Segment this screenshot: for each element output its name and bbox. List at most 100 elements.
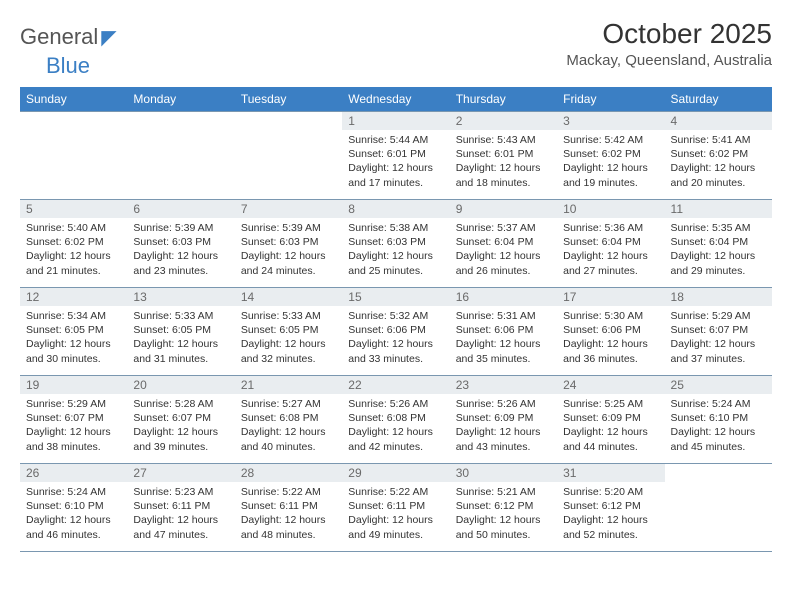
sunset-text: Sunset: 6:04 PM <box>563 235 658 249</box>
daylight-text-2: and 21 minutes. <box>26 264 121 278</box>
day-details: Sunrise: 5:38 AMSunset: 6:03 PMDaylight:… <box>342 218 449 282</box>
day-number: 23 <box>450 376 557 394</box>
day-number: 13 <box>127 288 234 306</box>
daylight-text-1: Daylight: 12 hours <box>26 425 121 439</box>
calendar-cell: 22Sunrise: 5:26 AMSunset: 6:08 PMDayligh… <box>342 376 449 464</box>
weekday-header: Sunday <box>20 87 127 112</box>
weekday-header: Thursday <box>450 87 557 112</box>
day-details: Sunrise: 5:20 AMSunset: 6:12 PMDaylight:… <box>557 482 664 546</box>
day-number: 9 <box>450 200 557 218</box>
sunset-text: Sunset: 6:05 PM <box>26 323 121 337</box>
daylight-text-2: and 44 minutes. <box>563 440 658 454</box>
sunset-text: Sunset: 6:09 PM <box>563 411 658 425</box>
day-details: Sunrise: 5:26 AMSunset: 6:09 PMDaylight:… <box>450 394 557 458</box>
daylight-text-2: and 49 minutes. <box>348 528 443 542</box>
day-number: 22 <box>342 376 449 394</box>
daylight-text-1: Daylight: 12 hours <box>348 425 443 439</box>
sunset-text: Sunset: 6:11 PM <box>348 499 443 513</box>
calendar-cell: .. <box>127 112 234 200</box>
day-details: Sunrise: 5:40 AMSunset: 6:02 PMDaylight:… <box>20 218 127 282</box>
calendar-cell: 30Sunrise: 5:21 AMSunset: 6:12 PMDayligh… <box>450 464 557 552</box>
sunrise-text: Sunrise: 5:34 AM <box>26 309 121 323</box>
sunset-text: Sunset: 6:07 PM <box>133 411 228 425</box>
day-number: 20 <box>127 376 234 394</box>
sunrise-text: Sunrise: 5:35 AM <box>671 221 766 235</box>
day-number: 11 <box>665 200 772 218</box>
daylight-text-1: Daylight: 12 hours <box>133 337 228 351</box>
day-details: Sunrise: 5:33 AMSunset: 6:05 PMDaylight:… <box>235 306 342 370</box>
daylight-text-1: Daylight: 12 hours <box>563 425 658 439</box>
sunset-text: Sunset: 6:11 PM <box>241 499 336 513</box>
calendar-cell: .. <box>20 112 127 200</box>
day-number: 18 <box>665 288 772 306</box>
calendar-week-row: 26Sunrise: 5:24 AMSunset: 6:10 PMDayligh… <box>20 464 772 552</box>
sunrise-text: Sunrise: 5:38 AM <box>348 221 443 235</box>
sunset-text: Sunset: 6:02 PM <box>26 235 121 249</box>
daylight-text-2: and 48 minutes. <box>241 528 336 542</box>
sunset-text: Sunset: 6:05 PM <box>133 323 228 337</box>
calendar-cell: 20Sunrise: 5:28 AMSunset: 6:07 PMDayligh… <box>127 376 234 464</box>
daylight-text-2: and 52 minutes. <box>563 528 658 542</box>
daylight-text-2: and 47 minutes. <box>133 528 228 542</box>
day-details: Sunrise: 5:28 AMSunset: 6:07 PMDaylight:… <box>127 394 234 458</box>
day-details: Sunrise: 5:42 AMSunset: 6:02 PMDaylight:… <box>557 130 664 194</box>
daylight-text-1: Daylight: 12 hours <box>563 249 658 263</box>
daylight-text-1: Daylight: 12 hours <box>133 425 228 439</box>
calendar-body: ......1Sunrise: 5:44 AMSunset: 6:01 PMDa… <box>20 112 772 552</box>
day-number: 1 <box>342 112 449 130</box>
daylight-text-1: Daylight: 12 hours <box>241 425 336 439</box>
calendar-week-row: 19Sunrise: 5:29 AMSunset: 6:07 PMDayligh… <box>20 376 772 464</box>
calendar-cell: 18Sunrise: 5:29 AMSunset: 6:07 PMDayligh… <box>665 288 772 376</box>
daylight-text-2: and 35 minutes. <box>456 352 551 366</box>
daylight-text-2: and 29 minutes. <box>671 264 766 278</box>
sunrise-text: Sunrise: 5:26 AM <box>348 397 443 411</box>
sunset-text: Sunset: 6:07 PM <box>671 323 766 337</box>
sunrise-text: Sunrise: 5:26 AM <box>456 397 551 411</box>
daylight-text-2: and 20 minutes. <box>671 176 766 190</box>
calendar-cell: 24Sunrise: 5:25 AMSunset: 6:09 PMDayligh… <box>557 376 664 464</box>
day-details: Sunrise: 5:32 AMSunset: 6:06 PMDaylight:… <box>342 306 449 370</box>
daylight-text-2: and 40 minutes. <box>241 440 336 454</box>
day-details: Sunrise: 5:24 AMSunset: 6:10 PMDaylight:… <box>665 394 772 458</box>
sunset-text: Sunset: 6:03 PM <box>133 235 228 249</box>
day-number: 24 <box>557 376 664 394</box>
day-number: 31 <box>557 464 664 482</box>
daylight-text-2: and 46 minutes. <box>26 528 121 542</box>
calendar-cell: 11Sunrise: 5:35 AMSunset: 6:04 PMDayligh… <box>665 200 772 288</box>
sunrise-text: Sunrise: 5:22 AM <box>241 485 336 499</box>
daylight-text-1: Daylight: 12 hours <box>671 249 766 263</box>
logo-mark-icon: ◤ <box>101 25 116 50</box>
calendar-cell: 23Sunrise: 5:26 AMSunset: 6:09 PMDayligh… <box>450 376 557 464</box>
sunset-text: Sunset: 6:12 PM <box>456 499 551 513</box>
day-number: 27 <box>127 464 234 482</box>
calendar-cell: 12Sunrise: 5:34 AMSunset: 6:05 PMDayligh… <box>20 288 127 376</box>
daylight-text-2: and 45 minutes. <box>671 440 766 454</box>
day-number: 6 <box>127 200 234 218</box>
sunset-text: Sunset: 6:06 PM <box>348 323 443 337</box>
daylight-text-1: Daylight: 12 hours <box>456 425 551 439</box>
calendar-cell: 16Sunrise: 5:31 AMSunset: 6:06 PMDayligh… <box>450 288 557 376</box>
daylight-text-2: and 50 minutes. <box>456 528 551 542</box>
day-details: Sunrise: 5:22 AMSunset: 6:11 PMDaylight:… <box>342 482 449 546</box>
sunrise-text: Sunrise: 5:23 AM <box>133 485 228 499</box>
day-number: 21 <box>235 376 342 394</box>
day-details: Sunrise: 5:44 AMSunset: 6:01 PMDaylight:… <box>342 130 449 194</box>
daylight-text-1: Daylight: 12 hours <box>456 337 551 351</box>
logo: General◤ <box>20 18 119 50</box>
sunrise-text: Sunrise: 5:28 AM <box>133 397 228 411</box>
sunrise-text: Sunrise: 5:33 AM <box>241 309 336 323</box>
day-number: 26 <box>20 464 127 482</box>
sunrise-text: Sunrise: 5:36 AM <box>563 221 658 235</box>
daylight-text-2: and 25 minutes. <box>348 264 443 278</box>
day-number: 7 <box>235 200 342 218</box>
weekday-header-row: SundayMondayTuesdayWednesdayThursdayFrid… <box>20 87 772 112</box>
sunset-text: Sunset: 6:04 PM <box>456 235 551 249</box>
day-number: 10 <box>557 200 664 218</box>
day-details: Sunrise: 5:26 AMSunset: 6:08 PMDaylight:… <box>342 394 449 458</box>
weekday-header: Monday <box>127 87 234 112</box>
calendar-cell: 27Sunrise: 5:23 AMSunset: 6:11 PMDayligh… <box>127 464 234 552</box>
calendar-cell: 13Sunrise: 5:33 AMSunset: 6:05 PMDayligh… <box>127 288 234 376</box>
day-details: Sunrise: 5:33 AMSunset: 6:05 PMDaylight:… <box>127 306 234 370</box>
sunset-text: Sunset: 6:09 PM <box>456 411 551 425</box>
sunset-text: Sunset: 6:01 PM <box>348 147 443 161</box>
